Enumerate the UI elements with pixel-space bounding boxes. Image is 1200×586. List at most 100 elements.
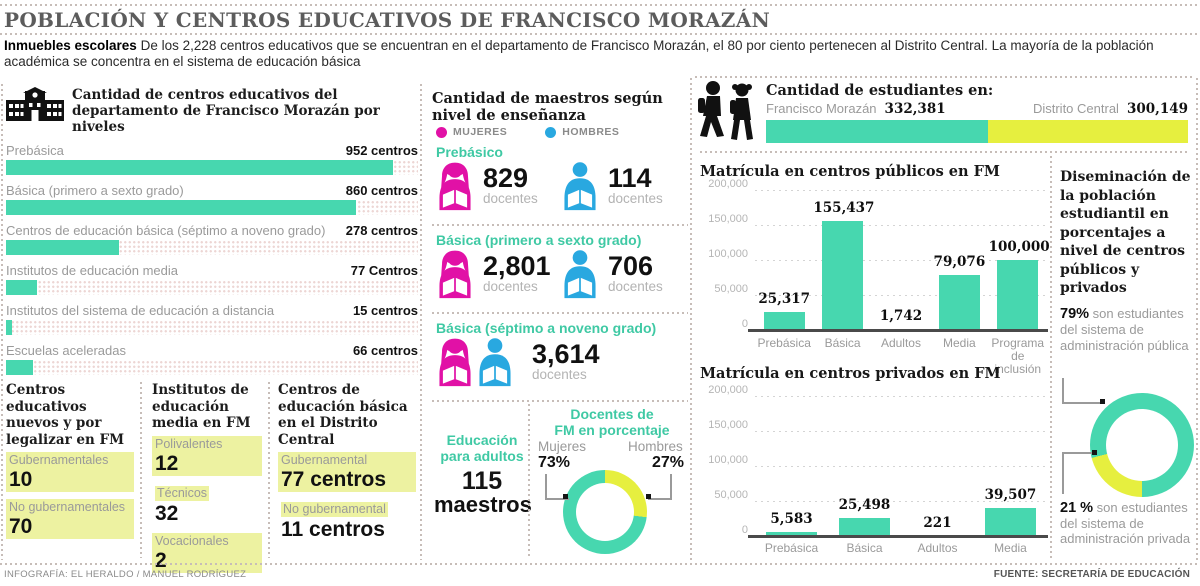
matricula-bar <box>763 312 805 330</box>
info-box-item: Gubernamentales 10 <box>6 452 134 492</box>
centers-bar-row: Básica (primero a sexto grado) 860 centro… <box>6 183 418 215</box>
centers-bar-labels: Básica (primero a sexto grado) 860 centro… <box>6 183 418 198</box>
adults-title-line1: Educación <box>446 432 518 448</box>
adults-unit: maestros <box>434 492 532 517</box>
centers-chart-title: Cantidad de centros educativos del depar… <box>72 87 418 135</box>
women-count: 2,801 docentes <box>483 251 561 295</box>
info-box-item: Vocacionales 2 <box>152 532 262 573</box>
centers-bars: Prebásica 952 centros Básica (primero a se… <box>6 143 418 375</box>
info-box-title: Centros de educación básica en el Distri… <box>278 382 408 448</box>
matricula-category: Adultos <box>880 336 921 350</box>
teachers-legend: MUJERES HOMBRES <box>436 126 619 138</box>
count-value: 2,801 <box>483 251 551 281</box>
info-box-title: Centros educativos nuevos y por legaliza… <box>6 382 125 448</box>
y-tick-label: 150,000 <box>708 213 748 225</box>
public-y-axis: 200,000 150,000 100,000 50,000 0 <box>698 178 748 334</box>
matricula-category: Prebásica <box>764 541 819 555</box>
centers-chart: Cantidad de centros educativos del depar… <box>6 87 418 375</box>
centers-bar-value: 952 centros <box>345 143 418 158</box>
public-share-desc: son estudiantes del sistema de administr… <box>1060 306 1189 353</box>
centers-bar-labels: Institutos del sistema de educación a di… <box>6 303 418 318</box>
y-tick-label: 50,000 <box>714 283 748 295</box>
gridline <box>755 295 1047 296</box>
dc-label-group: Distrito Central 300,149 <box>1033 101 1188 117</box>
info-item-label: Vocacionales <box>155 533 229 548</box>
y-tick-label: 50,000 <box>714 489 748 501</box>
info-box-items: Polivalentes 12 Técnicos 32 Vocacionales 2 <box>152 435 262 573</box>
teacher-row-basica-1-6: 2,801 docentes 706 docentes <box>436 246 688 302</box>
adults-title: Educación para adultos <box>434 432 530 464</box>
matricula-bar-value: 155,437 <box>813 200 875 217</box>
matricula-bar <box>822 221 864 330</box>
teachers-pct-title: Docentes de FM en porcentaje <box>536 406 688 438</box>
fm-label-group: Francisco Morazán 332,381 <box>766 101 946 117</box>
info-box-item: No gubernamental 11 centros <box>278 499 416 542</box>
public-plot: 25,317 155,437 1,742 79,076 100,000 <box>755 190 1050 331</box>
matricula-bar <box>997 260 1039 330</box>
info-box-new-centers: Centros educativos nuevos y por legaliza… <box>6 382 134 546</box>
students-labels: Francisco Morazán 332,381 Distrito Centra… <box>766 101 1188 117</box>
matricula-bar <box>765 532 818 536</box>
centers-title-line2: departamento de Francisco Morazán por ni… <box>72 103 380 135</box>
gridline <box>755 190 1047 191</box>
matricula-bar-value: 100,000 <box>988 239 1050 255</box>
group-header-basica-7-9: Básica (séptimo a noveno grado) <box>436 320 657 336</box>
centers-bar-value: 66 centros <box>352 343 418 358</box>
info-item-label: No gubernamental <box>281 502 388 517</box>
page-title: POBLACIÓN Y CENTROS EDUCATIVOS DE FRANCI… <box>4 8 771 32</box>
gridline <box>755 466 1047 467</box>
men-pct-label: Hombres <box>628 439 683 454</box>
info-item-value: 70 <box>9 515 33 538</box>
dc-value: 300,149 <box>1126 101 1188 117</box>
dc-segment <box>987 120 1188 143</box>
centers-bar-fill <box>6 280 38 295</box>
centers-bar-track <box>6 360 418 375</box>
info-item-label: No gubernamentales <box>9 500 126 514</box>
right-edge-rule <box>1196 78 1198 560</box>
private-callout-line <box>1062 452 1096 494</box>
private-plot: 5,583 25,498 221 39,507 <box>755 396 1047 537</box>
school-building-icon <box>6 87 64 126</box>
info-item-label: Gubernamentales <box>9 453 109 467</box>
y-tick-label: 200,000 <box>708 178 748 190</box>
matricula-category: Adultos <box>917 541 958 555</box>
centers-bar-category: Básica (primero a sexto grado) <box>6 183 184 198</box>
gridline <box>755 225 1047 226</box>
centers-bar-value: 860 centros <box>345 183 418 198</box>
students-title: Cantidad de estudiantes en: <box>766 82 994 99</box>
info-item-value: 10 <box>9 468 33 491</box>
centers-bar-fill <box>6 160 394 175</box>
students-kids-icon <box>698 80 760 149</box>
y-tick-label: 150,000 <box>708 419 748 431</box>
intro-paragraph: Inmuebles escolares De los 2,228 centros… <box>4 38 1188 70</box>
info-box-items: Gubernamental 77 centros No gubernamental 1… <box>278 452 416 542</box>
adults-value: 115 <box>461 467 503 495</box>
footer-rule <box>0 563 1200 565</box>
private-callout-dot <box>1092 450 1097 455</box>
matricula-bar-value: 5,583 <box>770 511 813 528</box>
top-rule <box>0 4 1200 6</box>
centers-chart-header: Cantidad de centros educativos del depar… <box>6 87 418 135</box>
centers-bar-track <box>6 240 418 255</box>
teachers-title: Cantidad de maestros según nivel de ense… <box>432 90 688 124</box>
woman-reader-icon <box>439 162 471 211</box>
info-box-title: Institutos de educación media en FM <box>152 382 251 431</box>
students-bottom-rule <box>700 151 1190 153</box>
info-item-value: 11 centros <box>281 518 385 541</box>
centers-bar-value: 15 centros <box>352 303 418 318</box>
info-item-label: Polivalentes <box>155 436 223 451</box>
teachers-title-line1: Cantidad de maestros según <box>432 90 663 107</box>
matricula-category: Programa de inclusión <box>991 336 1045 376</box>
women-callout-dot <box>563 494 568 499</box>
woman-reader-icon <box>439 338 471 387</box>
matricula-bar <box>838 518 891 536</box>
men-callout-line <box>648 474 672 500</box>
intro-lead: Inmuebles escolares <box>4 38 137 53</box>
info-item-value: 77 centros <box>281 468 387 491</box>
men-callout-dot <box>646 494 651 499</box>
matricula-bar <box>938 274 980 330</box>
col-sep-2 <box>690 78 692 560</box>
matricula-category: Básica <box>824 336 861 350</box>
group-header-basica-1-6: Básica (primero a sexto grado) <box>436 232 642 248</box>
